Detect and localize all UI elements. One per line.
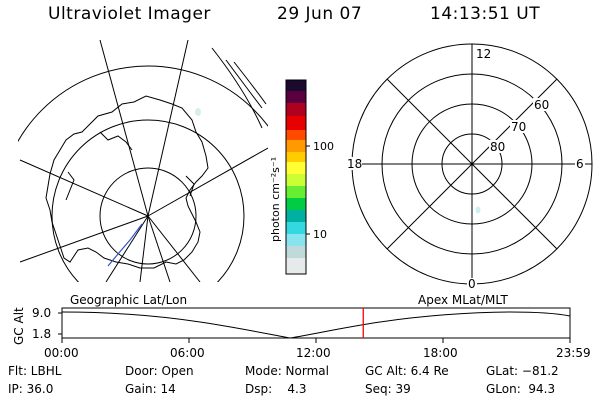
x-tick-2359: 23:59 [556,346,591,360]
geo-lat-circle-mid [51,119,245,282]
filter-readout: Flt: LBHL [8,364,62,378]
timeline-left-title: Geographic Lat/Lon [70,293,187,307]
colorbar-frame [285,79,307,275]
gain-readout: Gain: 14 [125,382,176,396]
mode-readout: Mode: Normal [245,364,329,378]
coast-detail-1 [99,131,133,151]
y-tick-low: 1.8 [32,327,51,341]
dsp-readout: Dsp: 4.3 [245,382,307,396]
x-tick-0600: 06:00 [170,346,205,360]
geo-meridian-8 [139,215,149,282]
mlat-label-60: 60 [534,98,549,112]
mlt-label-noon: 12 [476,47,491,61]
polar-emission-spot [475,206,481,214]
geo-meridian-2 [99,39,149,217]
auroral-track [107,223,143,267]
geo-limb-arc-1 [211,47,263,129]
x-tick-0000: 00:00 [44,346,79,360]
polar-plot [351,43,593,285]
glon-readout: GLon: 94.3 [486,382,556,396]
instrument-title: Ultraviolet Imager [48,4,211,24]
geo-limb-arc-2 [225,59,263,109]
ip-readout: IP: 36.0 [8,382,54,396]
colorbar-tick-10: 10 [313,228,327,241]
geo-meridian-3 [19,159,149,217]
geo-limb-arc-3 [233,61,267,105]
altitude-timeline: Geographic Lat/Lon Apex MLat/MLT 9.0 1.8… [12,293,591,360]
geo-meridian-9 [105,215,149,282]
emission-spot [195,108,201,116]
geo-lat-circle-inner [99,167,197,265]
x-tick-1200: 12:00 [296,346,331,360]
mlt-label-dusk: 18 [347,157,362,171]
coast-detail-3 [65,171,75,201]
y-axis-label: GC Alt [12,307,26,345]
timeline-right-title: Apex MLat/MLT [418,293,508,307]
glat-readout: GLat: −81.2 [486,364,559,378]
x-tick-1800: 18:00 [423,346,458,360]
geo-meridian-4 [147,147,268,217]
colorbar-unit-label: photon cm⁻²s⁻¹ [269,157,282,242]
door-readout: Door: Open [125,364,194,378]
seq-readout: Seq: 39 [365,382,411,396]
altitude-curve [61,311,571,339]
polar-diagonal-2 [386,78,558,250]
gc-alt-readout: GC Alt: 6.4 Re [365,364,449,378]
observation-date: 29 Jun 07 [277,4,363,24]
geo-meridian-1 [147,39,189,217]
mlt-label-midnight: 0 [468,277,476,291]
geo-meridian-7 [147,215,171,282]
geo-lat-circle-outer [18,65,268,143]
mlat-label-70: 70 [511,120,526,134]
coast-detail-2 [185,175,195,197]
geographic-map [18,39,268,282]
y-tick-high: 9.0 [32,306,51,320]
mlt-label-dawn: 6 [576,157,584,171]
colorbar-tick-100: 100 [313,140,334,153]
antarctic-coastline [45,95,209,269]
geo-meridian-5 [19,215,149,263]
geo-meridian-6 [147,215,201,282]
observation-time: 14:13:51 UT [430,4,541,24]
colorbar: 100 10 photon cm⁻²s⁻¹ [269,79,334,275]
mlat-label-80: 80 [490,140,505,154]
